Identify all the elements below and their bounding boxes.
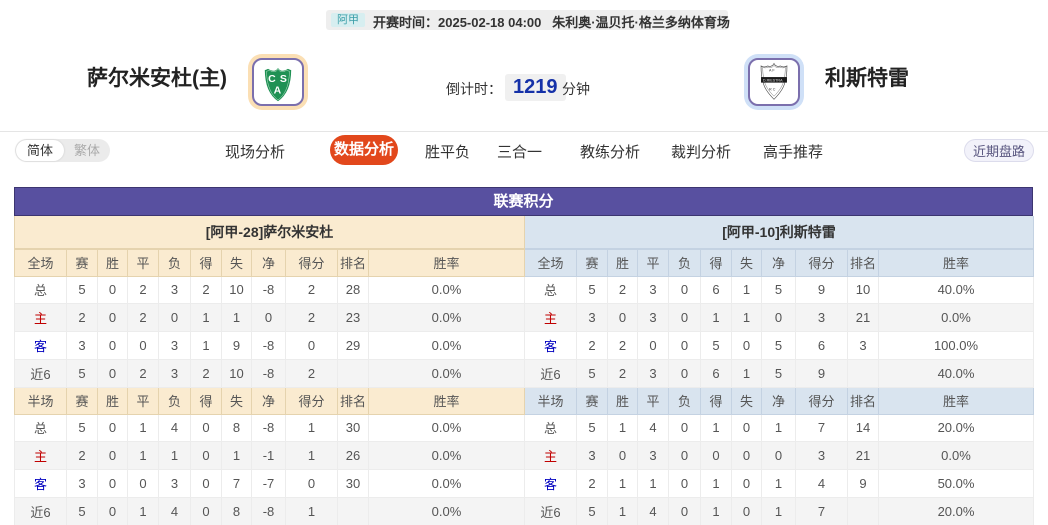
svg-text:D.RIESTRA: D.RIESTRA [763,78,783,82]
svg-text:A F: A F [769,69,775,73]
svg-text:S: S [280,73,287,85]
svg-text:R C: R C [769,88,776,92]
svg-text:A: A [274,85,282,97]
svg-text:C: C [268,73,276,85]
